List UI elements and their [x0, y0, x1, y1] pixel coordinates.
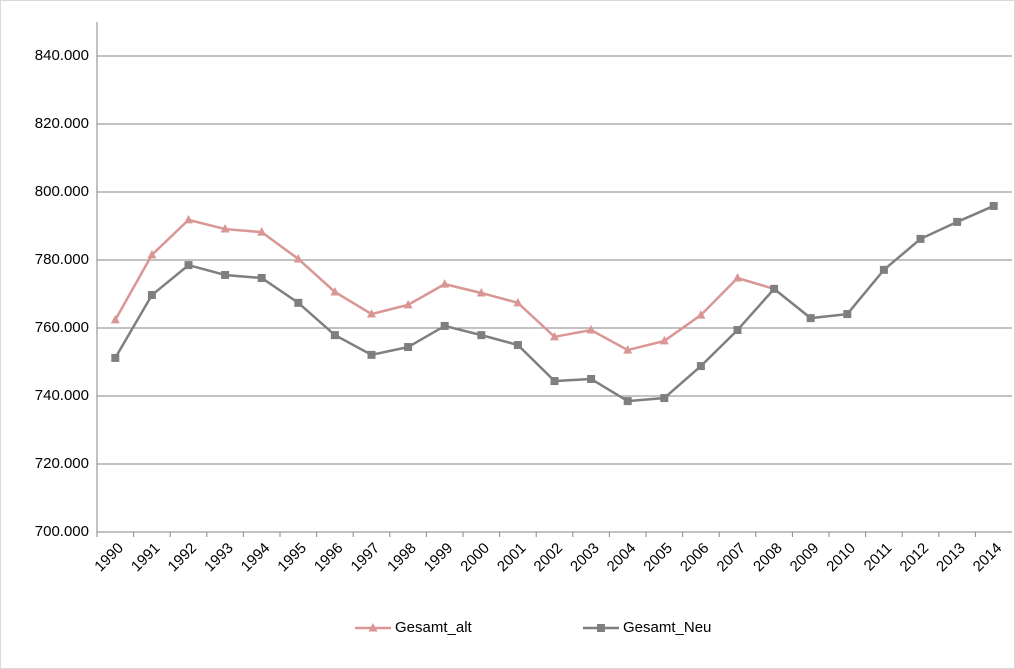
data-point [550, 377, 559, 386]
data-point [257, 274, 266, 283]
data-point [733, 326, 742, 335]
y-tick-label: 760.000 [35, 319, 89, 336]
data-point [513, 297, 523, 307]
data-point [806, 314, 815, 323]
data-point [843, 310, 852, 319]
data-point [953, 217, 962, 226]
data-point [696, 362, 705, 371]
data-point [476, 287, 486, 297]
data-point [513, 341, 522, 349]
legend-marker [368, 623, 378, 632]
data-point [440, 321, 449, 330]
data-point [770, 284, 779, 293]
data-point [404, 343, 413, 352]
y-tick-label: 800.000 [35, 183, 89, 200]
data-point [586, 325, 596, 334]
y-tick-label: 840.000 [35, 47, 89, 64]
data-point [440, 279, 450, 288]
data-point [257, 227, 267, 236]
data-point [184, 261, 193, 270]
data-point [550, 331, 559, 341]
data-point [221, 270, 230, 279]
data-point [916, 234, 925, 243]
data-point [733, 273, 742, 282]
data-point [294, 298, 303, 307]
data-point [220, 224, 230, 233]
data-point [110, 314, 120, 324]
y-tick-label: 700.000 [35, 523, 89, 540]
data-point [330, 331, 339, 340]
data-point [367, 350, 376, 359]
data-point [111, 353, 120, 362]
legend-item: Gesamt_Neu [583, 619, 711, 636]
data-point [330, 286, 340, 296]
data-point [147, 291, 156, 300]
data-point [879, 265, 888, 274]
data-point [623, 345, 633, 354]
data-point [659, 335, 669, 345]
y-tick-label: 740.000 [35, 387, 89, 404]
data-point [367, 309, 376, 318]
legend-label: Gesamt_Neu [623, 619, 711, 636]
legend-item: Gesamt_alt [355, 619, 473, 636]
data-point [587, 375, 596, 383]
data-point [147, 249, 157, 259]
y-tick-label: 720.000 [35, 455, 89, 472]
data-point [660, 394, 669, 403]
legend-marker [597, 624, 605, 632]
data-point [989, 201, 998, 210]
data-point [184, 214, 193, 224]
data-point [403, 299, 413, 309]
y-tick-label: 780.000 [35, 251, 89, 268]
y-tick-label: 820.000 [35, 115, 89, 132]
legend-label: Gesamt_alt [395, 619, 473, 636]
data-point [696, 310, 706, 319]
data-point [623, 397, 632, 406]
data-point [477, 331, 486, 340]
data-point [293, 253, 303, 263]
